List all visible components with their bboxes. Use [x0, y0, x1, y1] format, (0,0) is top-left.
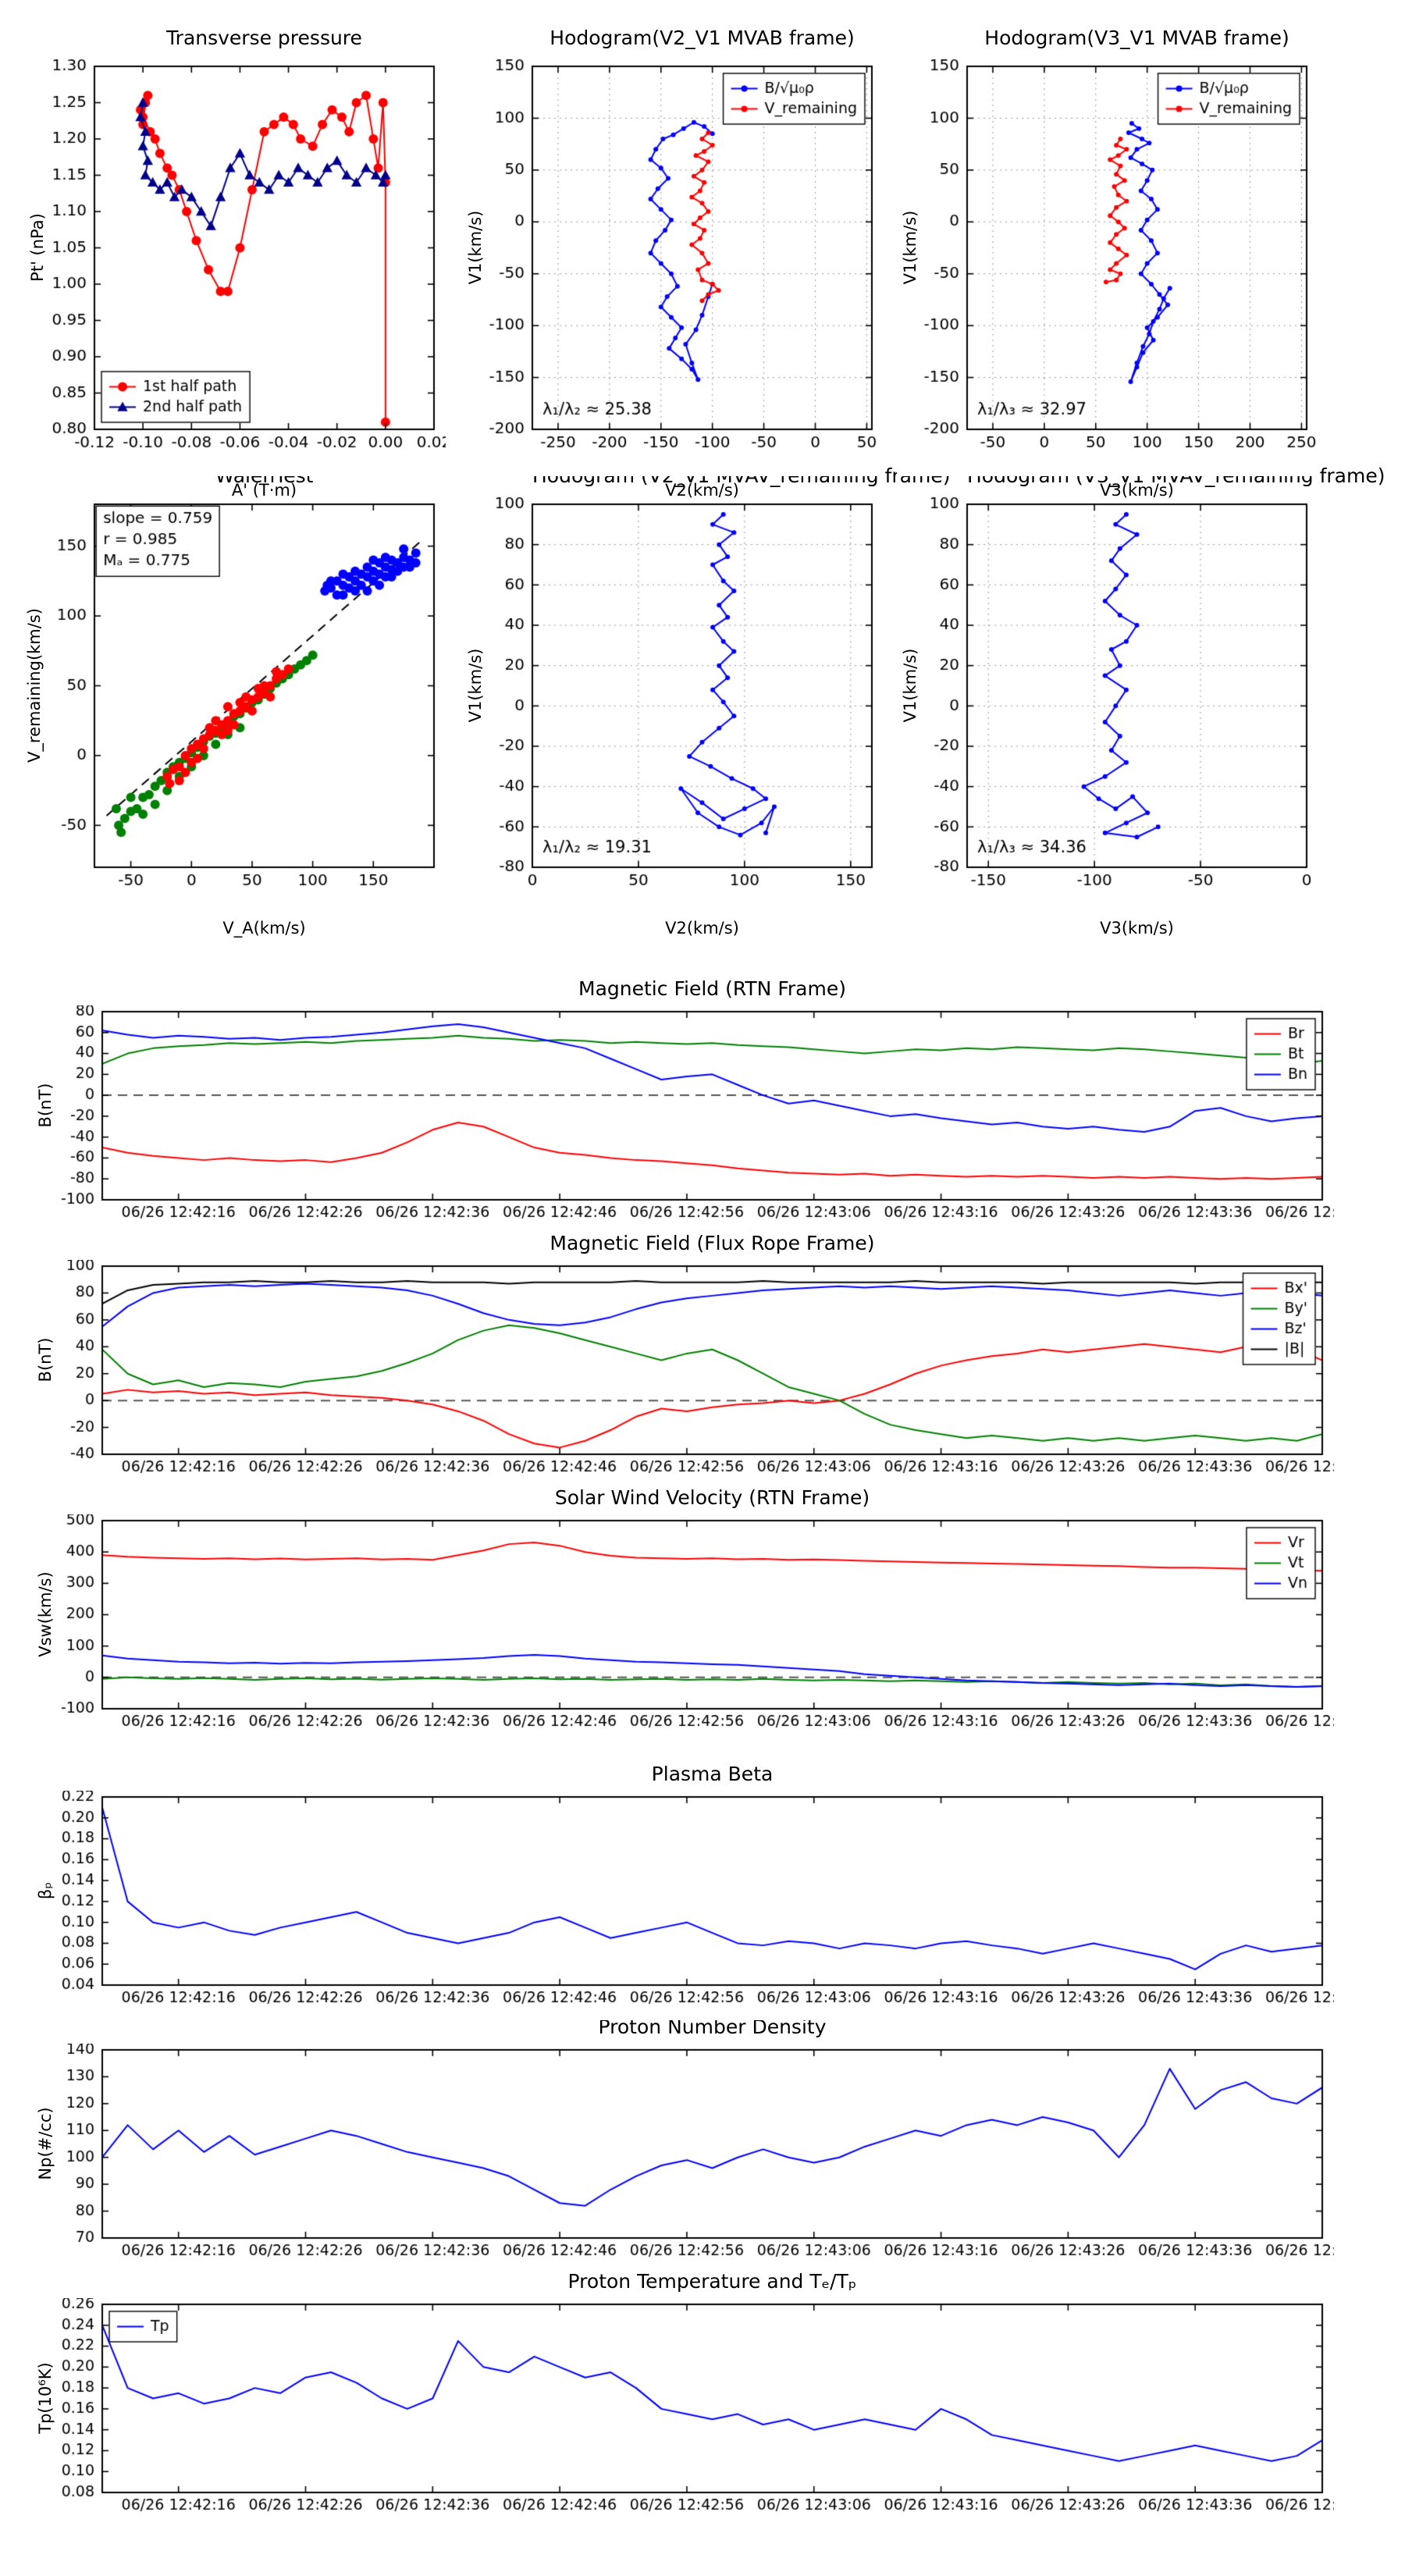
title-proton-temperature: Proton Temperature and Tₑ/Tₚ [567, 2270, 857, 2293]
title-magnetic-field-flux-rope: Magnetic Field (Flux Rope Frame) [550, 1232, 875, 1254]
xlabel-hodogram-v2v1-mvab: V2(km/s) [665, 481, 739, 500]
title-transverse-pressure: Transverse pressure [166, 27, 362, 49]
solar-wind-velocity-plot [44, 1514, 1334, 1744]
title-hodogram-v2v1-mvab: Hodogram(V2_V1 MVAB frame) [550, 27, 855, 49]
magnetic-field-rtn-plot [44, 1005, 1334, 1235]
proton-temperature-plot [44, 2298, 1334, 2528]
ylabel-magnetic-field-flux-rope: B(nT) [36, 1337, 55, 1382]
ylabel-plasma-beta: βₚ [36, 1881, 55, 1900]
title-magnetic-field-rtn: Magnetic Field (RTN Frame) [578, 977, 846, 1000]
transverse-pressure-plot [24, 55, 446, 476]
ylabel-walen-test: V_remaining(km/s) [25, 608, 44, 763]
ylabel-transverse-pressure: Pt' (nPa) [28, 213, 47, 282]
ylabel-hodogram-v3v1-mvab: V1(km/s) [901, 210, 919, 285]
title-plasma-beta: Plasma Beta [651, 1763, 774, 1785]
ylabel-solar-wind-velocity: Vsw(km/s) [36, 1571, 55, 1657]
hodogram-v3v1-mvab-plot [897, 55, 1318, 476]
walen-test-plot [24, 493, 446, 914]
ylabel-hodogram-v3v1-mvav: V1(km/s) [901, 648, 919, 723]
hodogram-v3v1-mvav-plot [897, 493, 1318, 914]
title-hodogram-v3v1-mvab: Hodogram(V3_V1 MVAB frame) [984, 27, 1289, 49]
plasma-beta-plot [44, 1791, 1334, 2020]
xlabel-walen-test: V_A(km/s) [222, 919, 306, 938]
hodogram-v2v1-mvab-plot [462, 55, 884, 476]
xlabel-hodogram-v3v1-mvab: V3(km/s) [1100, 481, 1174, 500]
ylabel-hodogram-v2v1-mvav: V1(km/s) [466, 648, 485, 723]
title-solar-wind-velocity: Solar Wind Velocity (RTN Frame) [554, 1486, 870, 1509]
xlabel-hodogram-v2v1-mvav: V2(km/s) [665, 919, 739, 938]
hodogram-v2v1-mvav-plot [462, 493, 884, 914]
xlabel-hodogram-v3v1-mvav: V3(km/s) [1100, 919, 1174, 938]
ylabel-proton-number-density: Np(#/cc) [36, 2107, 55, 2180]
proton-number-density-plot [44, 2044, 1334, 2273]
xlabel-transverse-pressure: A' (T·m) [231, 481, 297, 500]
ylabel-proton-temperature: Tp(10⁶K) [36, 2362, 55, 2434]
ylabel-hodogram-v2v1-mvab: V1(km/s) [466, 210, 485, 285]
magnetic-field-flux-rope-plot [44, 1260, 1334, 1489]
ylabel-magnetic-field-rtn: B(nT) [36, 1083, 55, 1128]
